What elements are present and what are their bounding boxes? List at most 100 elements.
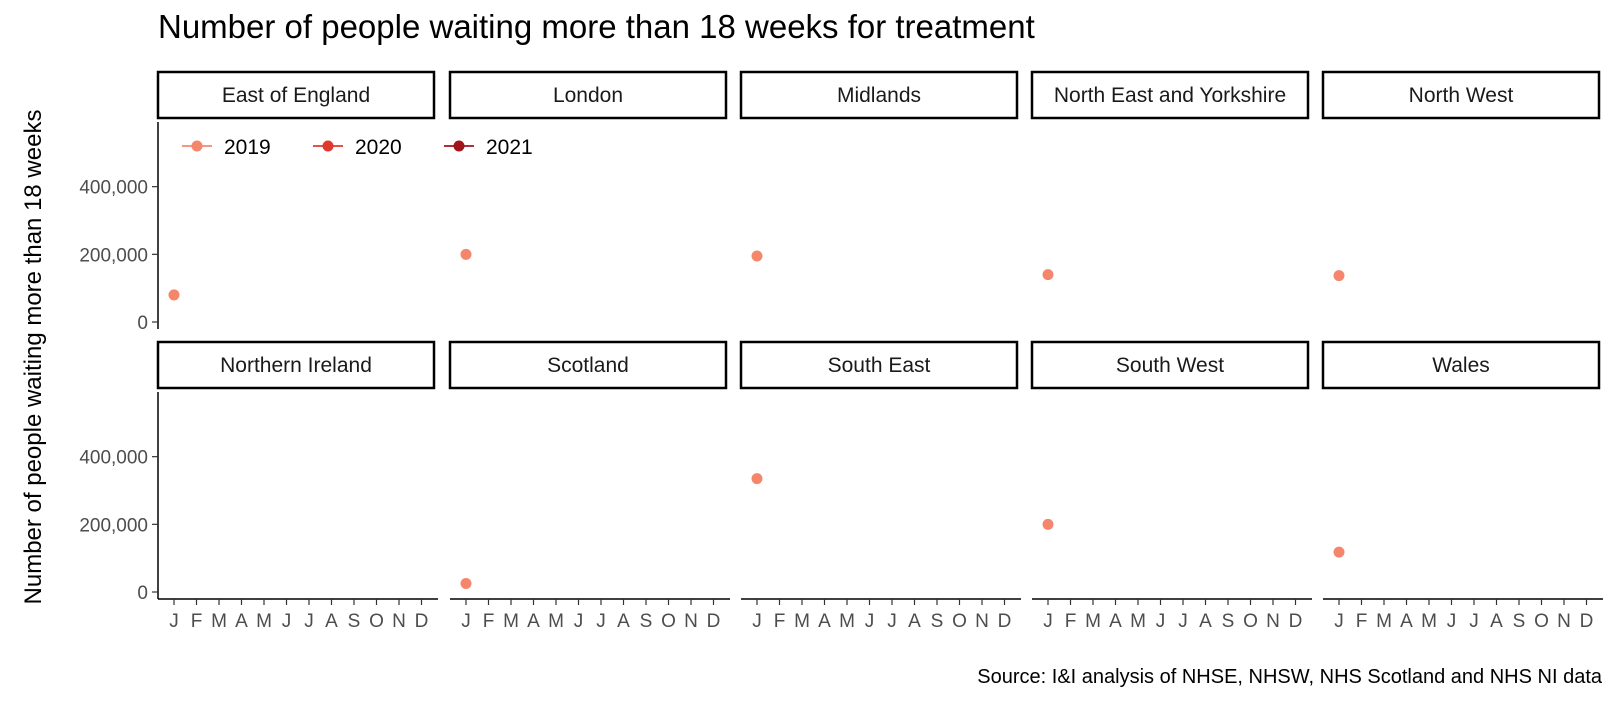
data-point-london-2019 (460, 248, 472, 260)
facet-strip-label: North East and Yorkshire (1054, 84, 1286, 107)
chart-caption: Source: I&I analysis of NHSE, NHSW, NHS … (977, 666, 1602, 688)
x-tick-label: F (483, 611, 495, 632)
x-tick-label: M (1085, 611, 1101, 632)
x-tick-label: M (1376, 611, 1392, 632)
x-tick-label: D (998, 611, 1012, 632)
facet-strip-label: East of England (222, 84, 370, 107)
x-tick-label: A (527, 611, 540, 632)
x-tick-label: J (752, 611, 762, 632)
x-tick-label: J (865, 611, 875, 632)
x-tick-label: M (503, 611, 519, 632)
facet-strip-wales (1321, 340, 1601, 390)
facet-strip-label: Midlands (837, 84, 921, 107)
x-tick-label: J (1334, 611, 1344, 632)
chart-title: Number of people waiting more than 18 we… (158, 8, 1035, 45)
legend-key-point (191, 140, 203, 152)
facet-strip-east-of-england (156, 70, 436, 120)
data-point-midlands-2019 (751, 250, 763, 262)
legend-label: 2021 (486, 136, 533, 159)
y-tick-label: 0 (137, 313, 148, 334)
facet-strip-london (448, 70, 728, 120)
x-tick-label: A (1400, 611, 1413, 632)
x-tick-label: O (1534, 611, 1549, 632)
x-tick-label: J (596, 611, 606, 632)
x-tick-label: N (975, 611, 989, 632)
x-tick-label: D (707, 611, 721, 632)
x-tick-label: S (348, 611, 361, 632)
x-tick-label: N (1557, 611, 1571, 632)
facet-strip-midlands (739, 70, 1019, 120)
x-tick-label: A (908, 611, 921, 632)
x-tick-label: N (392, 611, 406, 632)
x-tick-label: A (818, 611, 831, 632)
facet-strip-south-east (739, 340, 1019, 390)
x-tick-label: O (661, 611, 676, 632)
legend-key-point (322, 140, 334, 152)
y-tick-label: 200,000 (79, 245, 148, 266)
x-tick-label: M (1130, 611, 1146, 632)
x-tick-label: M (839, 611, 855, 632)
facet-strip-label: London (553, 84, 623, 107)
data-point-south-west-2019 (1042, 518, 1054, 530)
x-tick-label: J (1178, 611, 1188, 632)
facet-strip-label: Northern Ireland (220, 354, 372, 377)
x-tick-label: A (617, 611, 630, 632)
x-tick-label: J (887, 611, 897, 632)
x-tick-label: D (1580, 611, 1594, 632)
x-tick-label: J (461, 611, 471, 632)
x-tick-label: F (191, 611, 203, 632)
facet-strip-scotland (448, 340, 728, 390)
x-tick-label: J (169, 611, 179, 632)
data-point-north-east-and-yorkshire-2019 (1042, 269, 1054, 281)
x-tick-label: J (574, 611, 584, 632)
x-tick-label: J (1156, 611, 1166, 632)
facet-strip-northern-ireland (156, 340, 436, 390)
facet-strip-label: South East (828, 354, 931, 377)
x-tick-label: A (235, 611, 248, 632)
x-tick-label: S (1222, 611, 1235, 632)
y-tick-label: 400,000 (79, 448, 148, 469)
x-tick-label: A (325, 611, 338, 632)
x-tick-label: J (1043, 611, 1053, 632)
x-tick-label: J (282, 611, 292, 632)
x-tick-label: M (211, 611, 227, 632)
facet-strip-south-west (1030, 340, 1310, 390)
x-tick-label: S (1513, 611, 1526, 632)
facet-strip-north-west (1321, 70, 1601, 120)
facet-strip-label: North West (1409, 84, 1514, 107)
facet-strip-north-east-and-yorkshire (1030, 70, 1310, 120)
x-tick-label: F (1065, 611, 1077, 632)
y-tick-label: 200,000 (79, 515, 148, 536)
facet-strip-label: South West (1116, 354, 1224, 377)
data-point-wales-2019 (1333, 546, 1345, 558)
x-tick-label: N (1266, 611, 1280, 632)
legend-label: 2019 (224, 136, 271, 159)
x-tick-label: S (640, 611, 653, 632)
x-tick-label: J (1469, 611, 1479, 632)
x-tick-label: J (1447, 611, 1457, 632)
data-point-east-of-england-2019 (168, 289, 180, 301)
x-tick-label: A (1109, 611, 1122, 632)
x-tick-label: O (369, 611, 384, 632)
x-tick-label: M (794, 611, 810, 632)
y-tick-label: 400,000 (79, 178, 148, 199)
x-tick-label: M (548, 611, 564, 632)
x-tick-label: A (1199, 611, 1212, 632)
x-tick-label: S (931, 611, 944, 632)
facet-strip-label: Wales (1432, 354, 1490, 377)
facet-strip-label: Scotland (547, 354, 629, 377)
legend-key-point (453, 140, 465, 152)
x-tick-label: D (415, 611, 429, 632)
data-point-south-east-2019 (751, 473, 763, 485)
x-tick-label: O (952, 611, 967, 632)
x-tick-label: M (1421, 611, 1437, 632)
x-tick-label: J (304, 611, 314, 632)
x-tick-label: M (256, 611, 272, 632)
x-tick-label: A (1490, 611, 1503, 632)
y-tick-label: 0 (137, 583, 148, 604)
x-tick-label: F (774, 611, 786, 632)
x-tick-label: F (1356, 611, 1368, 632)
data-point-scotland-2019 (460, 578, 472, 590)
data-point-north-west-2019 (1333, 270, 1345, 282)
